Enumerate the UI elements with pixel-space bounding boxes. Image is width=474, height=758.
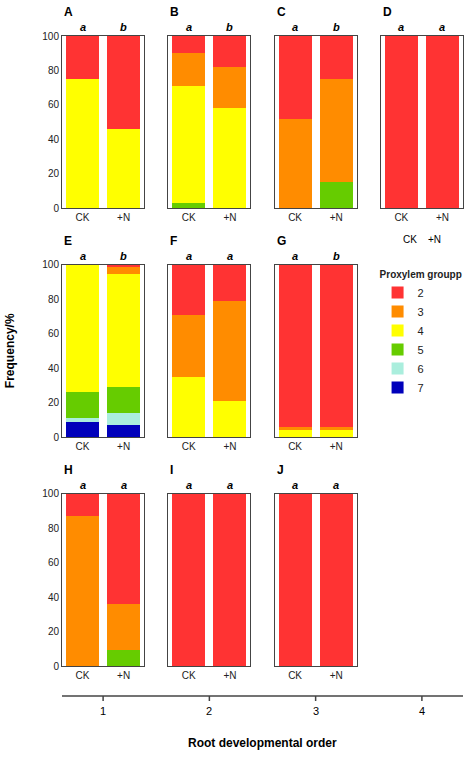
svg-text:3: 3 <box>313 705 319 717</box>
svg-text:CK: CK <box>182 212 196 223</box>
svg-text:100: 100 <box>42 259 59 270</box>
svg-text:F: F <box>170 234 177 248</box>
svg-text:0: 0 <box>53 432 59 443</box>
svg-text:20: 20 <box>48 626 60 637</box>
svg-text:20: 20 <box>48 168 60 179</box>
svg-text:a: a <box>292 479 298 491</box>
svg-text:40: 40 <box>48 363 60 374</box>
svg-text:7: 7 <box>418 382 424 394</box>
svg-text:60: 60 <box>48 328 60 339</box>
svg-text:Root developmental order: Root developmental order <box>188 736 337 750</box>
svg-text:4: 4 <box>418 325 424 337</box>
svg-text:a: a <box>439 21 445 33</box>
svg-text:G: G <box>277 234 286 248</box>
svg-text:a: a <box>292 250 298 262</box>
svg-text:a: a <box>186 250 192 262</box>
svg-text:A: A <box>64 5 73 19</box>
svg-text:+N: +N <box>436 212 449 223</box>
svg-text:+N: +N <box>330 670 343 681</box>
svg-text:100: 100 <box>42 31 59 42</box>
svg-text:Proxylem groupp: Proxylem groupp <box>380 269 462 280</box>
svg-text:80: 80 <box>48 523 60 534</box>
svg-text:CK +N: CK +N <box>403 234 441 245</box>
svg-text:a: a <box>186 479 192 491</box>
svg-text:+N: +N <box>223 670 236 681</box>
svg-text:a: a <box>227 250 233 262</box>
svg-text:a: a <box>80 479 86 491</box>
svg-text:40: 40 <box>48 592 60 603</box>
svg-text:C: C <box>277 5 286 19</box>
svg-text:J: J <box>277 463 284 477</box>
svg-text:60: 60 <box>48 99 60 110</box>
svg-text:b: b <box>120 21 127 33</box>
svg-text:1: 1 <box>100 705 106 717</box>
svg-text:b: b <box>226 21 233 33</box>
svg-text:a: a <box>186 21 192 33</box>
svg-text:a: a <box>80 250 86 262</box>
svg-text:CK: CK <box>288 441 302 452</box>
svg-text:40: 40 <box>48 134 60 145</box>
svg-text:B: B <box>170 5 179 19</box>
svg-text:3: 3 <box>418 306 424 318</box>
svg-text:5: 5 <box>418 344 424 356</box>
svg-text:100: 100 <box>42 488 59 499</box>
svg-text:E: E <box>64 234 72 248</box>
svg-text:a: a <box>333 479 339 491</box>
svg-text:CK: CK <box>182 670 196 681</box>
svg-text:+N: +N <box>223 212 236 223</box>
svg-text:b: b <box>120 250 127 262</box>
svg-text:4: 4 <box>419 705 425 717</box>
svg-text:+N: +N <box>330 212 343 223</box>
svg-text:60: 60 <box>48 557 60 568</box>
svg-text:+N: +N <box>330 441 343 452</box>
svg-text:a: a <box>121 479 127 491</box>
svg-text:+N: +N <box>117 441 130 452</box>
svg-text:a: a <box>292 21 298 33</box>
svg-text:0: 0 <box>53 203 59 214</box>
svg-text:80: 80 <box>48 65 60 76</box>
svg-text:CK: CK <box>288 670 302 681</box>
svg-text:CK: CK <box>76 441 90 452</box>
svg-text:80: 80 <box>48 294 60 305</box>
svg-text:6: 6 <box>418 363 424 375</box>
svg-text:+N: +N <box>117 670 130 681</box>
svg-text:CK: CK <box>288 212 302 223</box>
svg-text:a: a <box>227 479 233 491</box>
svg-text:CK: CK <box>394 212 408 223</box>
svg-text:2: 2 <box>206 705 212 717</box>
svg-text:CK: CK <box>182 441 196 452</box>
svg-text:+N: +N <box>117 212 130 223</box>
svg-text:+N: +N <box>223 441 236 452</box>
svg-text:I: I <box>170 463 173 477</box>
svg-text:0: 0 <box>53 661 59 672</box>
svg-text:Frequency/%: Frequency/% <box>3 313 17 388</box>
svg-text:a: a <box>398 21 404 33</box>
svg-text:CK: CK <box>76 212 90 223</box>
svg-text:2: 2 <box>418 287 424 299</box>
svg-text:b: b <box>333 250 340 262</box>
svg-text:H: H <box>64 463 73 477</box>
svg-text:20: 20 <box>48 397 60 408</box>
svg-text:D: D <box>383 5 392 19</box>
svg-text:a: a <box>80 21 86 33</box>
svg-text:CK: CK <box>76 670 90 681</box>
svg-text:b: b <box>333 21 340 33</box>
